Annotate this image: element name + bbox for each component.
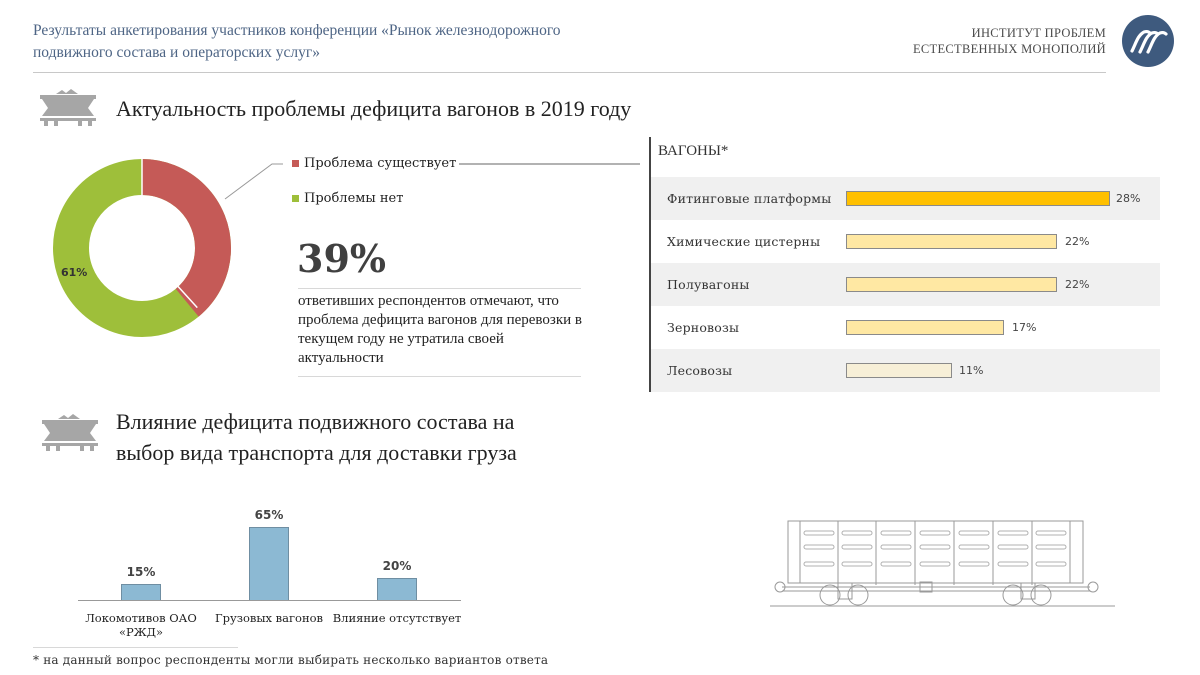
wagon-value: 11% [959, 364, 984, 377]
big-percent: 39% [297, 236, 386, 281]
section2-title-line2: выбор вида транспорта для доставки груза [116, 440, 517, 465]
wagon-row: Зерновозы 17% [651, 306, 1160, 349]
wagon-value: 28% [1116, 192, 1141, 205]
wagon-value: 17% [1012, 321, 1037, 334]
donut-label-61: 61% [61, 266, 87, 279]
wagon-row: Лесовозы 11% [651, 349, 1160, 392]
legend-item-problem-exists: Проблема существует [292, 156, 456, 171]
wagon-bar [846, 363, 952, 378]
org-name-line2: ЕСТЕСТВЕННЫХ МОНОПОЛИЙ [912, 42, 1106, 56]
percent-description: ответивших респондентов отмечают, что пр… [298, 293, 582, 366]
legend-label: Проблемы нет [304, 191, 404, 206]
wagon-label: Полувагоны [667, 277, 750, 292]
footnote-divider [33, 647, 238, 648]
wagon-bar [846, 234, 1057, 249]
wagons-title: ВАГОНЫ* [658, 143, 729, 159]
page-title: Результаты анкетирования участников конф… [33, 22, 561, 61]
ipem-logo-icon [1122, 15, 1174, 67]
wagon-row: Полувагоны 22% [651, 263, 1160, 306]
wagon-bar [846, 320, 1004, 335]
legend-swatch-red [292, 160, 299, 167]
wagon-row: Химические цистерны 22% [651, 220, 1160, 263]
footnote: * на данный вопрос респонденты могли выб… [33, 653, 549, 667]
donut-chart: 61% [53, 158, 231, 337]
wagon-label: Химические цистерны [667, 234, 821, 249]
bar-category-line1: Локомотивов ОАО [85, 611, 197, 625]
vertical-separator [649, 137, 651, 392]
bar-locomotives [121, 584, 161, 600]
bar-category: Влияние отсутствует [332, 611, 462, 625]
wagon-row: Фитинговые платформы 28% [651, 177, 1160, 220]
wagon-label: Зерновозы [667, 320, 740, 335]
wagon-bar [846, 191, 1110, 206]
hopper-car-icon [42, 414, 98, 451]
bar-freight-wagons [249, 527, 289, 600]
bar-value: 15% [126, 565, 156, 579]
description-divider [298, 376, 581, 377]
section2-title-line1: Влияние дефицита подвижного состава на [116, 409, 515, 434]
bar-no-influence [377, 578, 417, 600]
legend-label: Проблема существует [304, 156, 457, 171]
wagon-label: Лесовозы [667, 363, 733, 378]
x-axis [78, 600, 461, 601]
wagon-bar [846, 277, 1057, 292]
org-name-line1: ИНСТИТУТ ПРОБЛЕМ [971, 26, 1106, 40]
bar-value: 65% [254, 508, 284, 522]
bar-category-line2: «РЖД» [118, 625, 164, 639]
legend-item-no-problem: Проблемы нет [292, 191, 403, 206]
bar-value: 20% [382, 559, 412, 573]
section1-title: Актуальность проблемы дефицита вагонов в… [116, 96, 632, 121]
wagon-label: Фитинговые платформы [667, 191, 832, 206]
section2-title: Влияние дефицита подвижного состава на в… [116, 406, 517, 468]
percent-divider [298, 288, 581, 289]
gondola-wagon-drawing [770, 520, 1115, 607]
bar-category: Грузовых вагонов [214, 611, 324, 625]
wagon-value: 22% [1065, 235, 1090, 248]
wagon-value: 22% [1065, 278, 1090, 291]
bar-category: Локомотивов ОАО «РЖД» [76, 611, 206, 639]
hopper-car-icon [40, 89, 96, 126]
legend-swatch-green [292, 195, 299, 202]
header-divider [33, 72, 1106, 73]
organization-name: ИНСТИТУТ ПРОБЛЕМ ЕСТЕСТВЕННЫХ МОНОПОЛИЙ [913, 25, 1106, 57]
